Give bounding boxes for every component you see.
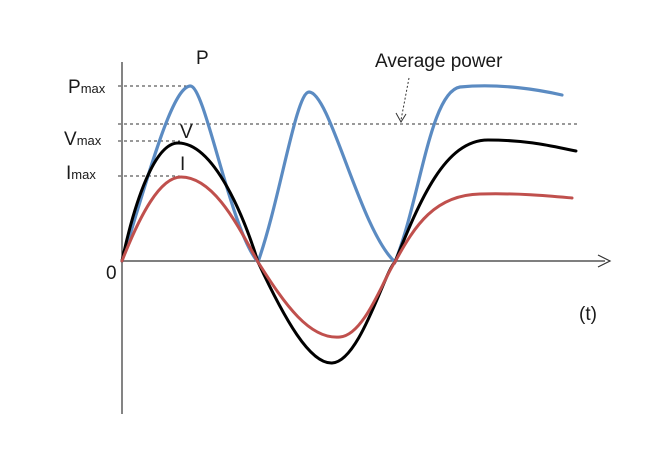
average-power-arrow — [400, 77, 410, 121]
voltage-curve — [120, 138, 578, 365]
time-axis-label: (t) — [579, 304, 597, 325]
x-axis-arrow — [597, 254, 612, 268]
current-curve — [120, 175, 574, 339]
pmax-label: Pmax — [68, 77, 106, 98]
origin-label: 0 — [106, 263, 117, 284]
power-curve — [120, 84, 564, 266]
imax-label: Imax — [66, 163, 96, 184]
v-curve-label: V — [180, 122, 193, 143]
i-curve-label: I — [180, 154, 185, 175]
p-curve-label: P — [196, 48, 209, 69]
average-power-label: Average power — [375, 51, 503, 72]
vmax-label: Vmax — [64, 129, 102, 150]
average-power-arrowhead — [395, 112, 407, 123]
